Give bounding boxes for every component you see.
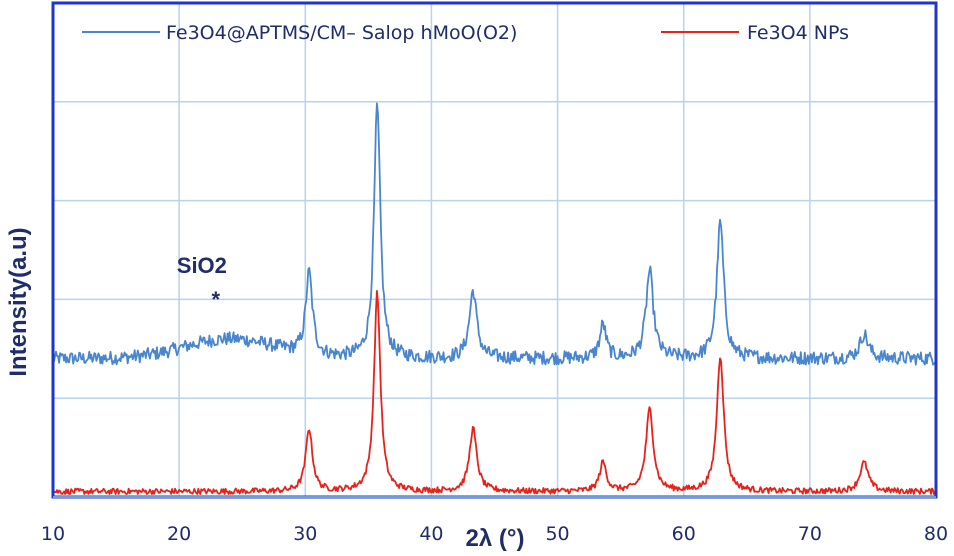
x-tick-label: 80 (924, 523, 948, 545)
series-layer (52, 102, 937, 495)
x-axis-title: 2λ (°) (466, 525, 525, 552)
x-tick-label: 70 (798, 523, 822, 545)
x-tick-labels: 10 20 30 40 50 60 70 80 (41, 523, 948, 545)
x-tick-label: 40 (419, 523, 443, 545)
x-tick-label: 50 (545, 523, 569, 545)
x-tick-label: 30 (293, 523, 317, 545)
legend-label-hybrid: Fe3O4@APTMS/CM– Salop hMoO(O2) (166, 22, 517, 44)
series-line-fe3o4 (52, 289, 937, 495)
legend-label-fe3o4: Fe3O4 NPs (747, 22, 849, 44)
series-line-hybrid (52, 102, 936, 366)
x-tick-label: 20 (167, 523, 191, 545)
grid-lines (53, 3, 936, 497)
sio2-annotation: SiO2 (177, 253, 227, 278)
sio2-asterisk-marker: * (211, 287, 220, 312)
y-axis-title: Intensity(a.u) (5, 227, 32, 376)
x-tick-label: 60 (672, 523, 696, 545)
x-tick-label: 10 (41, 523, 65, 545)
legend: Fe3O4@APTMS/CM– Salop hMoO(O2) Fe3O4 NPs (82, 22, 849, 44)
